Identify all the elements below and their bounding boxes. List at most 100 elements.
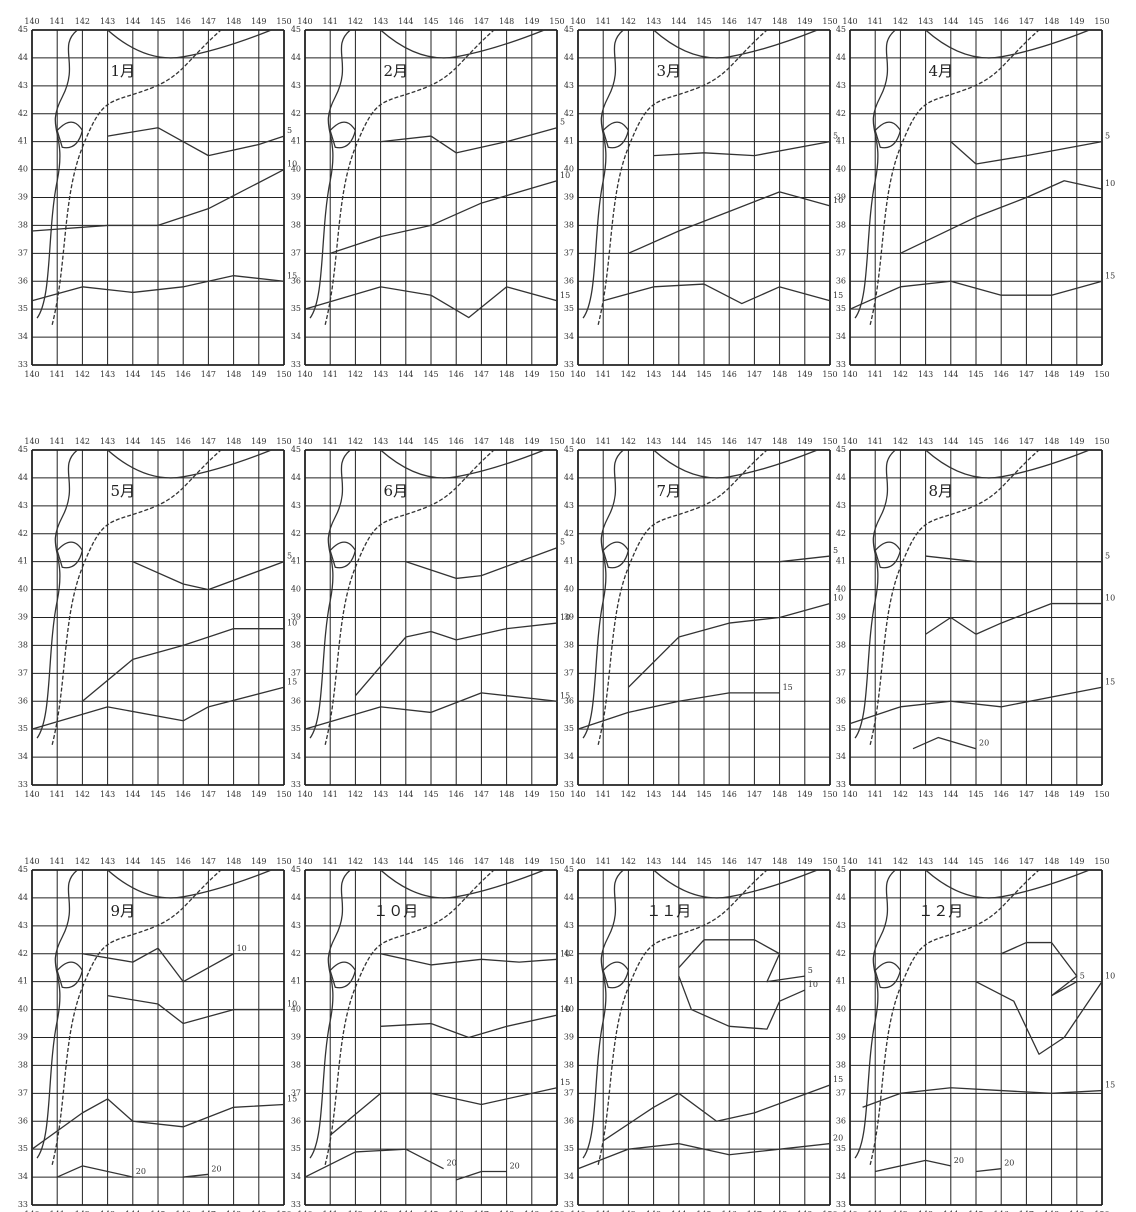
lon-label: 147	[747, 790, 762, 799]
lat-label: 43	[18, 501, 28, 510]
lon-label: 143	[373, 17, 388, 26]
lon-label: 145	[968, 857, 983, 866]
lon-label: 149	[1069, 17, 1084, 26]
lon-label: 142	[893, 17, 908, 26]
isotherm-label: 15	[560, 291, 570, 300]
isotherm-label: 10	[237, 944, 247, 953]
lon-label: 147	[747, 437, 762, 446]
lat-label: 34	[836, 332, 846, 341]
lat-label: 40	[564, 165, 574, 174]
lon-label: 142	[75, 370, 90, 379]
lon-label: 143	[646, 857, 661, 866]
lon-label: 142	[621, 790, 636, 799]
lon-label: 146	[994, 370, 1009, 379]
month-label: 9月	[110, 902, 135, 920]
lon-label: 142	[75, 437, 90, 446]
isotherm	[679, 976, 805, 1029]
lat-label: 45	[291, 25, 301, 34]
lon-label: 146	[449, 857, 464, 866]
lat-label: 42	[18, 529, 28, 538]
isotherm-label: 5	[833, 546, 838, 555]
coastline	[108, 450, 272, 478]
lat-label: 37	[564, 248, 574, 257]
lat-label: 37	[18, 1088, 28, 1097]
lon-label: 148	[499, 857, 514, 866]
lat-label: 45	[18, 445, 28, 454]
lat-label: 44	[18, 893, 28, 902]
coastline	[603, 962, 628, 988]
lat-label: 38	[836, 1060, 846, 1069]
lat-label: 36	[564, 276, 574, 285]
lat-label: 38	[18, 220, 28, 229]
lat-label: 36	[291, 276, 301, 285]
isotherm-label: 5	[808, 966, 813, 975]
lon-label: 150	[549, 790, 564, 799]
lat-label: 38	[291, 1060, 301, 1069]
month-label: １１月	[646, 902, 691, 920]
lat-label: 35	[18, 724, 28, 733]
lon-label: 142	[348, 17, 363, 26]
map-panel: 1401401411411421421431431441441451451461…	[564, 437, 843, 799]
lat-label: 43	[291, 501, 301, 510]
map-panel: 1401401411411421421431431441441451451461…	[836, 17, 1115, 379]
isotherm	[381, 128, 557, 153]
coastline	[330, 542, 355, 568]
isotherm	[863, 1088, 1102, 1108]
lon-label: 146	[176, 790, 191, 799]
coastline	[108, 870, 272, 898]
lon-label: 146	[994, 437, 1009, 446]
lon-label: 149	[524, 790, 539, 799]
coastline	[381, 450, 545, 478]
lat-label: 34	[18, 332, 28, 341]
lon-label: 144	[943, 790, 958, 799]
lon-label: 143	[646, 437, 661, 446]
lon-label: 148	[226, 857, 241, 866]
lat-label: 39	[836, 613, 846, 622]
lat-label: 41	[836, 557, 846, 566]
lon-label: 145	[423, 790, 438, 799]
lat-label: 35	[18, 304, 28, 313]
lat-label: 39	[291, 613, 301, 622]
lon-label: 147	[1019, 790, 1034, 799]
lon-label: 147	[1019, 857, 1034, 866]
lat-label: 44	[564, 893, 574, 902]
lon-label: 141	[323, 857, 338, 866]
lon-label: 143	[646, 17, 661, 26]
lon-label: 143	[373, 790, 388, 799]
lon-label: 150	[822, 790, 837, 799]
lat-label: 41	[564, 137, 574, 146]
lat-label: 38	[564, 640, 574, 649]
isotherm-label: 5	[1080, 972, 1085, 981]
lon-label: 145	[968, 17, 983, 26]
lat-label: 38	[836, 220, 846, 229]
lat-label: 35	[291, 1144, 301, 1153]
lat-label: 42	[836, 109, 846, 118]
coastline	[108, 30, 272, 58]
lon-label: 148	[226, 17, 241, 26]
lat-label: 36	[18, 696, 28, 705]
lon-label: 149	[524, 437, 539, 446]
lat-label: 44	[836, 893, 846, 902]
lat-label: 34	[291, 1172, 301, 1181]
month-label: １２月	[918, 902, 963, 920]
lat-label: 41	[291, 557, 301, 566]
lat-label: 40	[18, 165, 28, 174]
lat-label: 37	[291, 1088, 301, 1097]
lon-label: 148	[1044, 370, 1059, 379]
lon-label: 150	[549, 437, 564, 446]
lat-label: 35	[564, 724, 574, 733]
isotherm-label: 10	[1105, 972, 1115, 981]
lat-label: 43	[564, 921, 574, 930]
lat-label: 39	[564, 1033, 574, 1042]
lon-label: 144	[671, 437, 686, 446]
lat-label: 38	[291, 220, 301, 229]
lon-label: 150	[549, 857, 564, 866]
lat-label: 33	[836, 780, 846, 789]
lon-label: 141	[596, 857, 611, 866]
lon-label: 147	[474, 370, 489, 379]
lon-label: 140	[297, 790, 312, 799]
lon-label: 149	[797, 17, 812, 26]
lon-label: 145	[696, 370, 711, 379]
lon-label: 144	[671, 790, 686, 799]
month-label: 6月	[383, 482, 408, 500]
